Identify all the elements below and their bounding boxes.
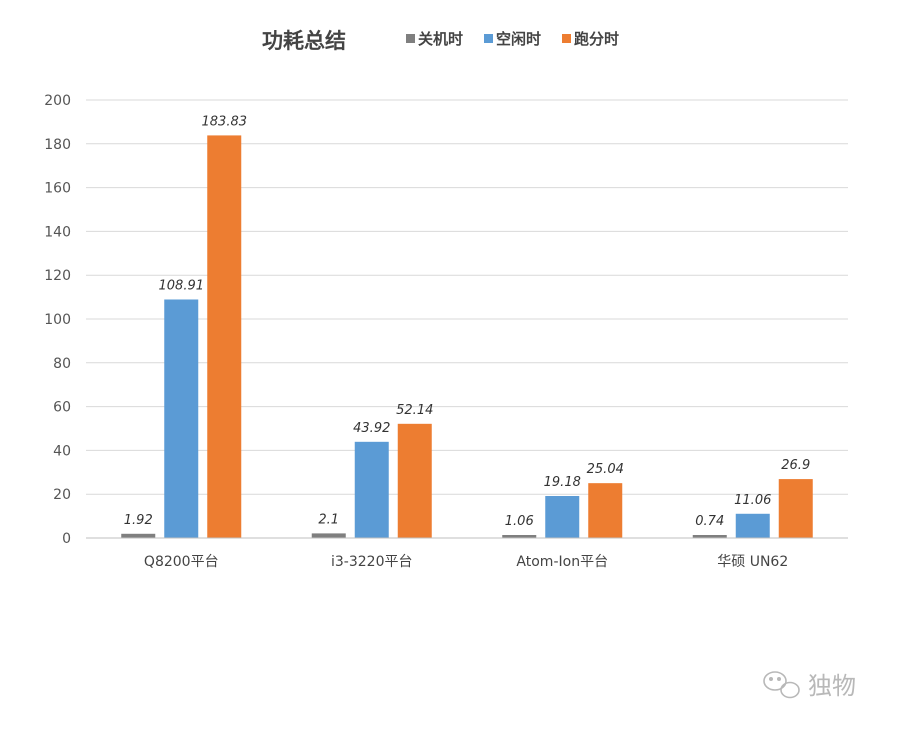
bar <box>692 535 727 538</box>
bar <box>588 483 623 538</box>
bar <box>778 479 813 538</box>
bar <box>311 533 346 538</box>
legend-swatch <box>406 34 415 43</box>
x-axis-categories: Q8200平台 i3-3220平台 Atom-Ion平台 华硕 UN62 <box>144 554 788 570</box>
category-label: Q8200平台 <box>144 554 219 570</box>
y-tick-label: 80 <box>53 356 71 372</box>
bar <box>545 495 580 538</box>
y-tick-label: 120 <box>44 268 71 284</box>
watermark: 独物 <box>763 671 856 700</box>
bar <box>397 423 432 538</box>
y-tick-label: 20 <box>53 487 71 503</box>
data-label: 43.92 <box>353 421 390 436</box>
bar <box>735 513 770 538</box>
category-label: 华硕 UN62 <box>717 554 788 570</box>
data-label: 1.06 <box>505 514 534 529</box>
data-label: 0.74 <box>695 514 724 529</box>
bars <box>121 135 813 538</box>
legend-label: 关机时 <box>418 30 463 48</box>
bar <box>164 299 199 538</box>
data-labels: 1.92 108.91 183.83 2.1 43.92 52.14 1.06 19.18 25… <box>124 114 810 529</box>
data-label: 26.9 <box>781 458 810 473</box>
gridlines <box>86 99 848 495</box>
category-label: i3-3220平台 <box>331 554 412 570</box>
legend-label: 跑分时 <box>574 30 619 48</box>
y-tick-label: 60 <box>53 400 71 416</box>
data-label: 52.14 <box>396 403 433 418</box>
watermark-text: 独物 <box>808 672 856 700</box>
category-label: Atom-Ion平台 <box>516 554 608 570</box>
bar <box>502 535 537 538</box>
y-tick-label: 160 <box>44 181 71 197</box>
y-axis-ticks: 0 20 40 60 80 100 120 140 160 180 200 <box>44 93 71 547</box>
legend-swatch <box>562 34 571 43</box>
data-label: 2.1 <box>318 512 339 527</box>
bar <box>207 135 242 538</box>
y-tick-label: 100 <box>44 312 71 328</box>
y-tick-label: 200 <box>44 93 71 109</box>
y-tick-label: 40 <box>53 443 71 459</box>
chart-title: 功耗总结 <box>262 29 346 53</box>
data-label: 11.06 <box>734 493 771 508</box>
data-label: 25.04 <box>587 462 624 477</box>
data-label: 19.18 <box>544 475 581 490</box>
wechat-icon <box>763 671 800 699</box>
data-label: 108.91 <box>159 278 205 293</box>
y-tick-label: 180 <box>44 137 71 153</box>
legend-label: 空闲时 <box>496 30 541 48</box>
data-label: 1.92 <box>124 513 153 528</box>
bar <box>121 533 156 538</box>
y-tick-label: 0 <box>62 531 71 547</box>
legend-swatch <box>484 34 493 43</box>
legend: 关机时 空闲时 跑分时 <box>406 30 619 48</box>
bar <box>354 441 389 538</box>
data-label: 183.83 <box>202 114 248 129</box>
y-tick-label: 140 <box>44 224 71 240</box>
